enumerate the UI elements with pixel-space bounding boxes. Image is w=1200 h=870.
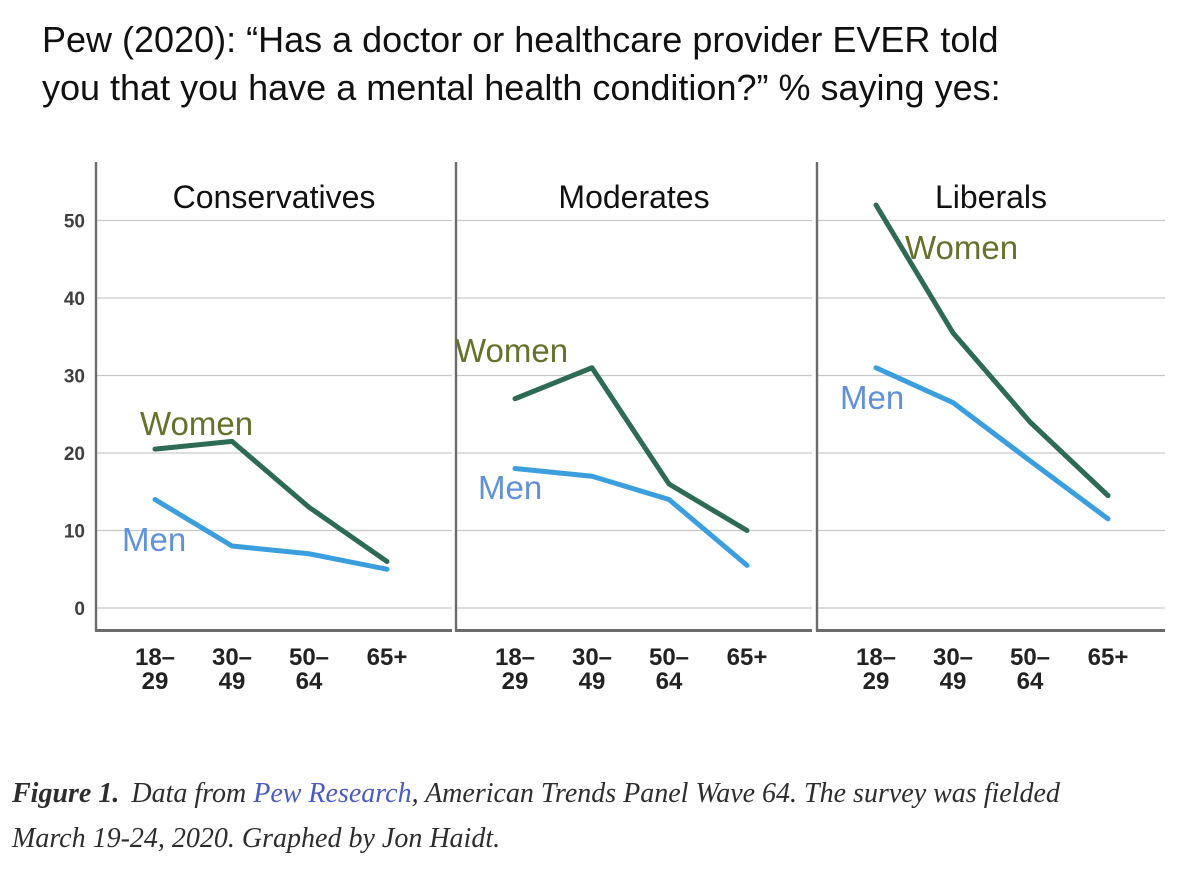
y-tick-label: 50 [64, 212, 85, 233]
figure-label: Figure 1. [12, 778, 120, 809]
x-tick-label: 30– [212, 644, 252, 671]
figure-caption: Figure 1. Data from Pew Research, America… [12, 772, 1187, 862]
x-tick-label: 50– [1010, 644, 1050, 671]
caption-line-2: March 19-24, 2020. Graphed by Jon Haidt. [12, 822, 501, 854]
series-label-men: Men [478, 469, 542, 506]
y-tick-label: 20 [64, 444, 85, 465]
chart-title-line-1: Pew (2020): “Has a doctor or healthcare … [42, 19, 999, 60]
y-tick-label: 10 [64, 522, 85, 543]
x-tick-label: 18– [135, 644, 175, 671]
caption-line-1: Figure 1. Data from Pew Research, America… [12, 772, 1187, 817]
panel-title: Moderates [558, 179, 709, 215]
chart-title: Pew (2020): “Has a doctor or healthcare … [42, 16, 1182, 111]
series-line-men-liberals [873, 365, 1111, 522]
pew-research-link[interactable]: Pew Research [253, 778, 412, 809]
x-tick-label: 18– [856, 644, 896, 671]
series-line-men-conservatives [152, 497, 390, 572]
x-tick-label: 49 [940, 668, 967, 695]
series-label-women: Women [140, 405, 253, 442]
chart-canvas: Conservatives18–2930–4950–6465+Moderates… [64, 162, 1165, 695]
y-tick-label: 0 [74, 599, 85, 620]
x-tick-label: 49 [579, 668, 606, 695]
x-tick-label: 65+ [727, 644, 768, 671]
series-line-women-moderates [512, 365, 750, 533]
pew-three-panel-line-chart: Conservatives 18– 29 30– 49 50– 64 65+ Moderates… [64, 162, 1165, 695]
series-line-women-liberals [873, 202, 1111, 499]
caption-text-after-link: , American Trends Panel Wave 64. The sur… [411, 778, 1060, 809]
x-tick-label: 64 [296, 668, 323, 695]
series-label-men: Men [840, 379, 904, 416]
series-label-men: Men [122, 521, 186, 558]
x-tick-label: 29 [863, 668, 890, 695]
series-line-women-conservatives [152, 438, 390, 564]
x-tick-label: 50– [649, 644, 689, 671]
x-tick-label: 30– [933, 644, 973, 671]
x-tick-label: 30– [572, 644, 612, 671]
y-tick-label: 30 [64, 367, 85, 388]
chart-title-line-2: you that you have a mental health condit… [42, 66, 1001, 108]
x-tick-label: 50– [289, 644, 329, 671]
series-line-men-moderates [512, 466, 750, 568]
series-label-women: Women [455, 332, 568, 369]
series-label-women: Women [905, 229, 1018, 266]
x-tick-label: 29 [502, 668, 529, 695]
x-tick-label: 29 [142, 668, 169, 695]
x-tick-label: 65+ [367, 644, 408, 671]
x-tick-label: 64 [656, 668, 683, 695]
x-tick-label: 64 [1017, 668, 1044, 695]
x-tick-label: 49 [219, 668, 246, 695]
y-tick-label: 40 [64, 289, 85, 310]
panel-title: Conservatives [173, 179, 376, 215]
panel-title: Liberals [935, 179, 1047, 215]
caption-text-before-link: Data from [131, 778, 254, 809]
x-tick-label: 65+ [1088, 644, 1129, 671]
x-tick-label: 18– [495, 644, 535, 671]
